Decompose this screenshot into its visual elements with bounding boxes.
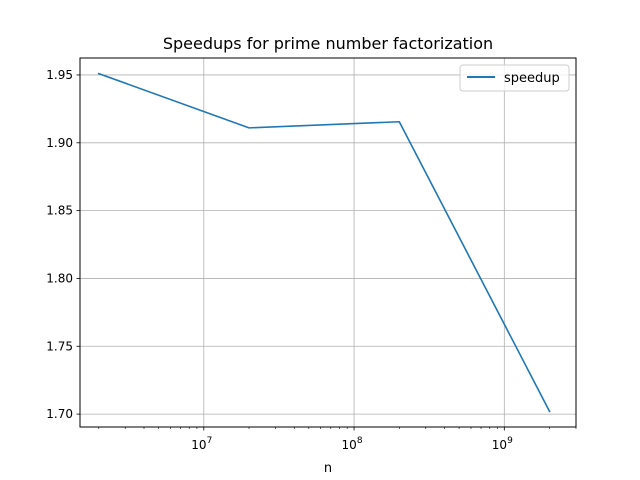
y-tick-label: 1.75 bbox=[46, 339, 73, 353]
y-tick-label: 1.95 bbox=[46, 68, 73, 82]
y-tick-label: 1.80 bbox=[46, 271, 73, 285]
y-tick-label: 1.70 bbox=[46, 407, 73, 421]
grid bbox=[80, 58, 576, 427]
y-tick-label: 1.85 bbox=[46, 204, 73, 218]
x-axis-label: n bbox=[324, 461, 332, 476]
x-tick-label-base: 10 bbox=[492, 438, 507, 452]
x-tick-label-exponent: 8 bbox=[357, 436, 363, 446]
legend-box bbox=[459, 64, 570, 92]
x-tick-label-base: 10 bbox=[191, 438, 206, 452]
legend-label-speedup: speedup bbox=[504, 71, 560, 86]
plot-frame bbox=[79, 57, 577, 428]
series-layer bbox=[97, 72, 551, 413]
chart-title: Speedups for prime number factorization bbox=[163, 34, 493, 53]
x-tick-label-exponent: 7 bbox=[207, 436, 213, 446]
x-tick-label: 107 bbox=[191, 436, 212, 452]
x-tick-label-base: 10 bbox=[342, 438, 357, 452]
x-tick-label-exponent: 9 bbox=[507, 436, 513, 446]
x-tick-label: 108 bbox=[342, 436, 363, 452]
legend: speedup bbox=[459, 64, 570, 92]
y-tick-label: 1.90 bbox=[46, 136, 73, 150]
series-line-speedup bbox=[97, 72, 551, 413]
x-tick-label: 109 bbox=[492, 436, 513, 452]
